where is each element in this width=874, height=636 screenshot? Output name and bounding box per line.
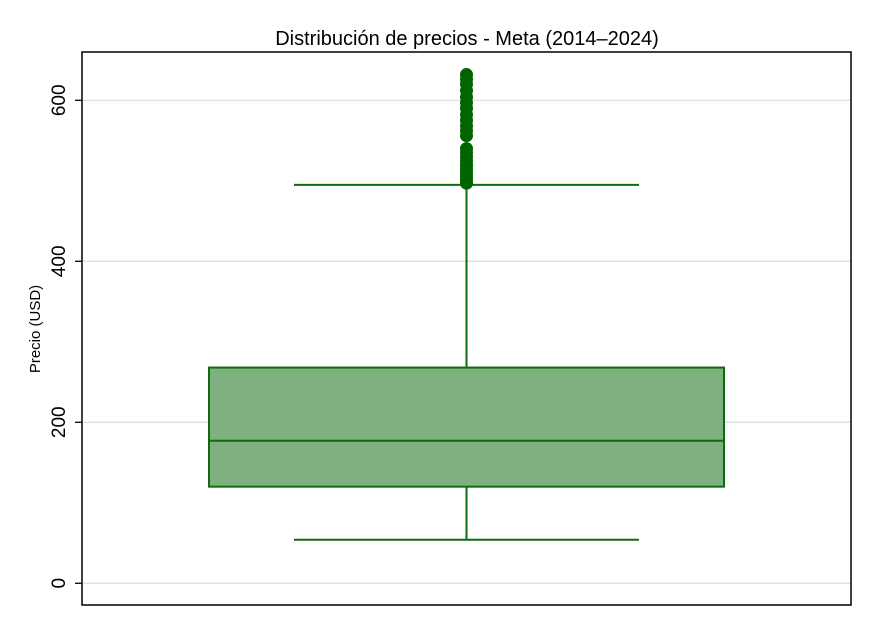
plot-frame (81, 51, 852, 606)
y-tick-label-200: 200 (49, 406, 70, 438)
y-tick-label-400: 400 (49, 245, 70, 277)
iqr-box (208, 366, 725, 488)
y-tick-label-0: 0 (49, 578, 70, 589)
outlier-point (460, 68, 473, 82)
y-axis-label: Precio (USD) (27, 285, 44, 373)
y-axis: 0 200 400 600 (49, 84, 82, 589)
outlier-points (460, 68, 473, 190)
outlier-point (460, 142, 473, 156)
chart-title: Distribución de precios - Meta (2014–202… (275, 28, 659, 50)
y-tick-label-600: 600 (49, 84, 70, 116)
box-plot (208, 183, 725, 541)
